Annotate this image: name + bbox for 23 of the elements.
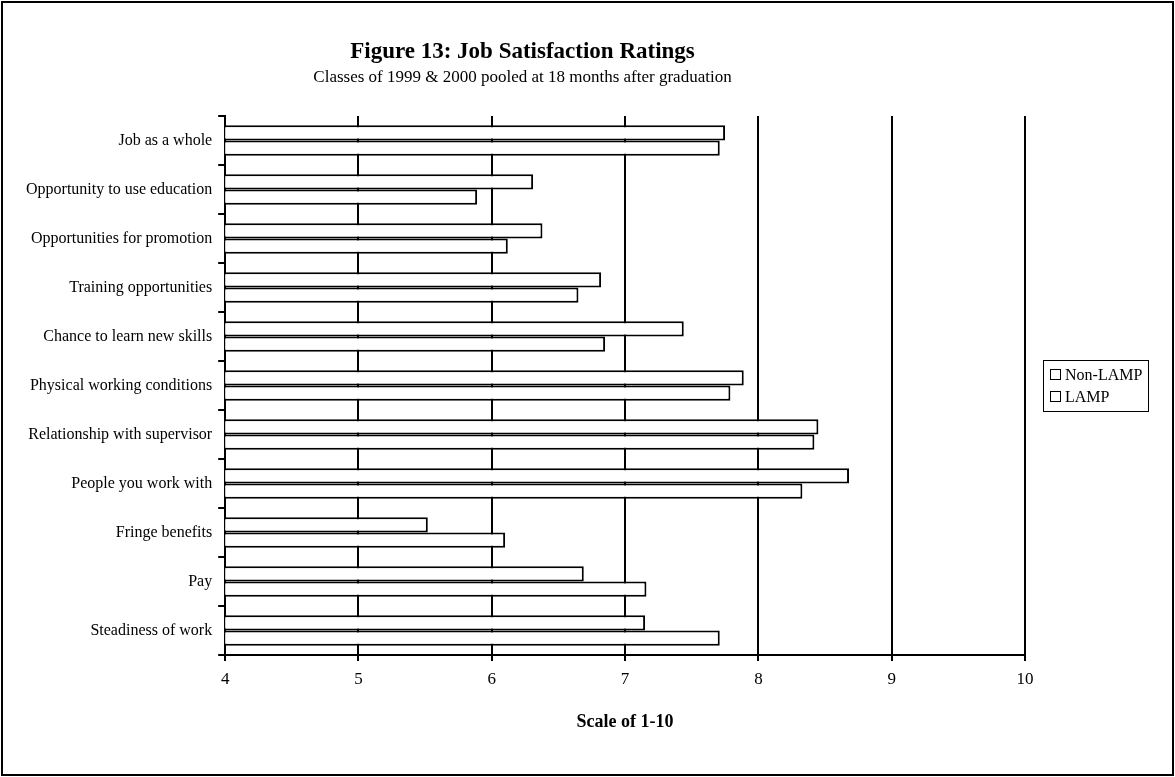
y-tick-label: Job as a whole <box>118 130 213 148</box>
y-tick-label: Opportunities for promotion <box>30 228 213 247</box>
y-tick-label: Opportunity to use education <box>26 179 213 198</box>
text: LAMP <box>1065 386 1110 407</box>
x-tick-label: 8 <box>754 668 763 688</box>
x-tick-label: 9 <box>887 668 896 688</box>
x-tick-label: 7 <box>620 668 630 688</box>
chart-subtitle: Classes of 1999 & 2000 pooled at 18 months after graduation <box>313 67 733 87</box>
x-tick-label: 5 <box>354 668 363 688</box>
y-tick-label: Chance to learn new skills <box>43 326 213 344</box>
y-tick-label: Training opportunities <box>69 277 213 296</box>
x-axis-title: Scale of 1-10 <box>576 710 674 731</box>
x-tick-label: 4 <box>220 668 230 688</box>
text: Non-LAMP <box>1065 364 1143 385</box>
y-tick-label: Relationship with supervisor <box>28 424 213 443</box>
chart-title: Figure 13: Job Satisfaction Ratings <box>350 37 695 63</box>
x-tick-label: 10 <box>1016 668 1034 688</box>
x-tick-label: 6 <box>487 668 497 688</box>
y-tick-label: People you work with <box>71 473 213 492</box>
y-tick-label: Fringe benefits <box>115 522 213 541</box>
y-tick-label: Pay <box>188 571 213 590</box>
y-tick-label: Steadiness of work <box>90 620 213 638</box>
y-tick-label: Physical working conditions <box>29 375 213 394</box>
